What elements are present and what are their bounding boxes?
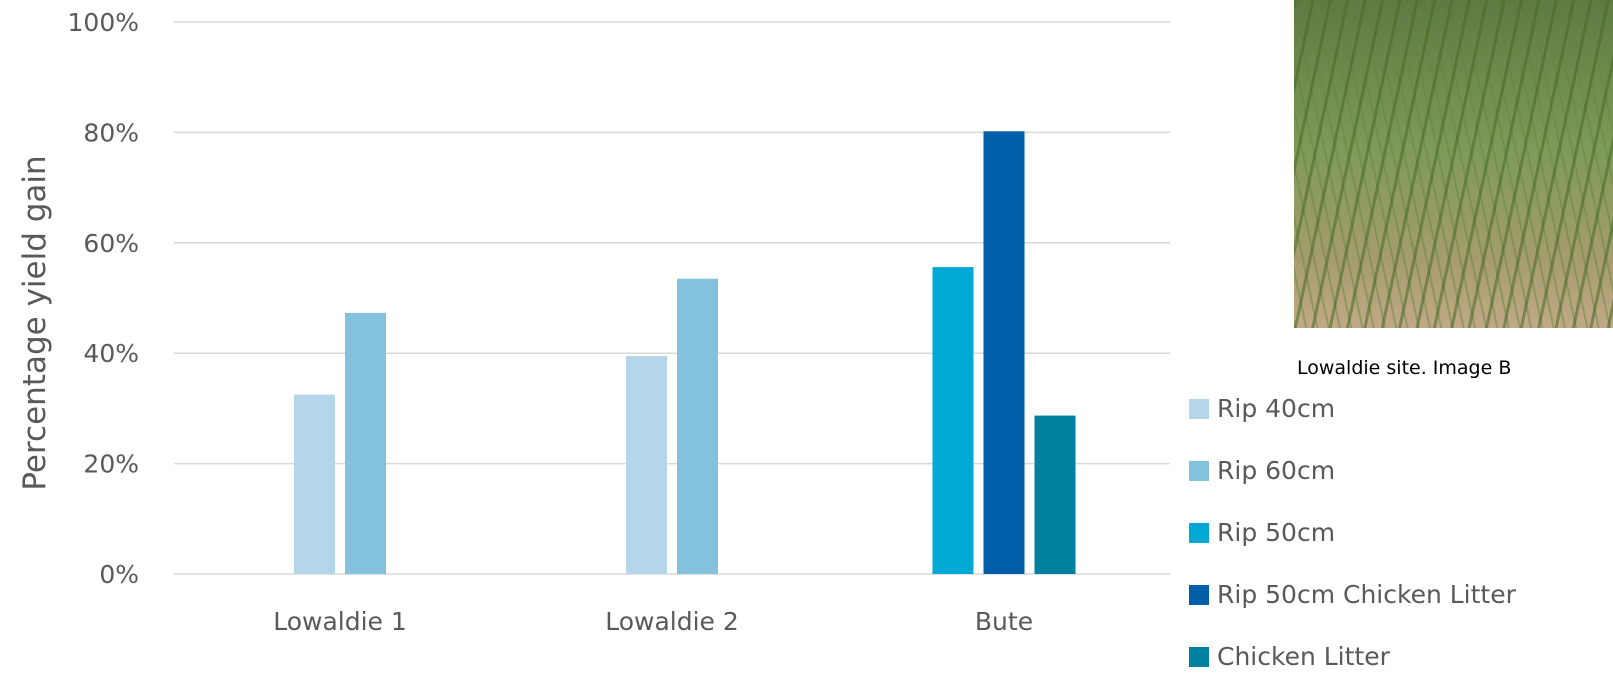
- bar: [626, 355, 667, 574]
- photo-caption: Lowaldie site. Image B: [1297, 357, 1512, 379]
- legend-swatch: [1189, 398, 1209, 419]
- legend-label: Rip 50cm: [1217, 518, 1336, 547]
- bar: [1034, 415, 1076, 574]
- legend-label: Rip 60cm: [1217, 456, 1336, 485]
- legend-item: Rip 40cm: [1189, 394, 1335, 423]
- x-tick-label: Lowaldie 2: [605, 607, 739, 636]
- legend-swatch: [1189, 646, 1209, 667]
- y-tick-label: 80%: [83, 118, 139, 147]
- y-tick-label: 100%: [68, 8, 139, 37]
- y-tick-label: 0%: [99, 560, 139, 589]
- field-photo: [1294, 0, 1613, 328]
- y-axis-tick-labels: 0% 20% 40% 60% 80% 100%: [68, 8, 139, 589]
- x-tick-label: Lowaldie 1: [273, 607, 407, 636]
- bar: [677, 278, 718, 574]
- y-tick-label: 20%: [83, 450, 139, 479]
- legend-label: Chicken Litter: [1217, 642, 1390, 671]
- y-axis-title: Percentage yield gain: [17, 155, 53, 490]
- bar: [345, 312, 386, 574]
- legend-swatch: [1189, 584, 1209, 605]
- bar: [932, 267, 974, 574]
- legend-item: Chicken Litter: [1189, 642, 1390, 671]
- y-tick-label: 60%: [83, 229, 139, 258]
- legend-item: Rip 60cm: [1189, 456, 1335, 485]
- legend-label: Rip 40cm: [1217, 394, 1336, 423]
- x-tick-label: Bute: [975, 607, 1033, 636]
- x-axis-tick-labels: Lowaldie 1 Lowaldie 2 Bute: [273, 607, 1033, 636]
- legend-swatch: [1189, 522, 1209, 543]
- bar: [294, 394, 335, 574]
- legend-item: Rip 50cm: [1189, 518, 1335, 547]
- bar-chart: 0% 20% 40% 60% 80% 100% Lowaldie 1 Lowaldie 2 B…: [17, 8, 1170, 636]
- legend-label: Rip 50cm Chicken Litter: [1217, 580, 1516, 609]
- legend-item: Rip 50cm Chicken Litter: [1189, 580, 1516, 609]
- y-tick-label: 40%: [83, 339, 139, 368]
- bars: [294, 131, 1076, 574]
- legend-swatch: [1189, 460, 1209, 481]
- bar: [983, 131, 1025, 574]
